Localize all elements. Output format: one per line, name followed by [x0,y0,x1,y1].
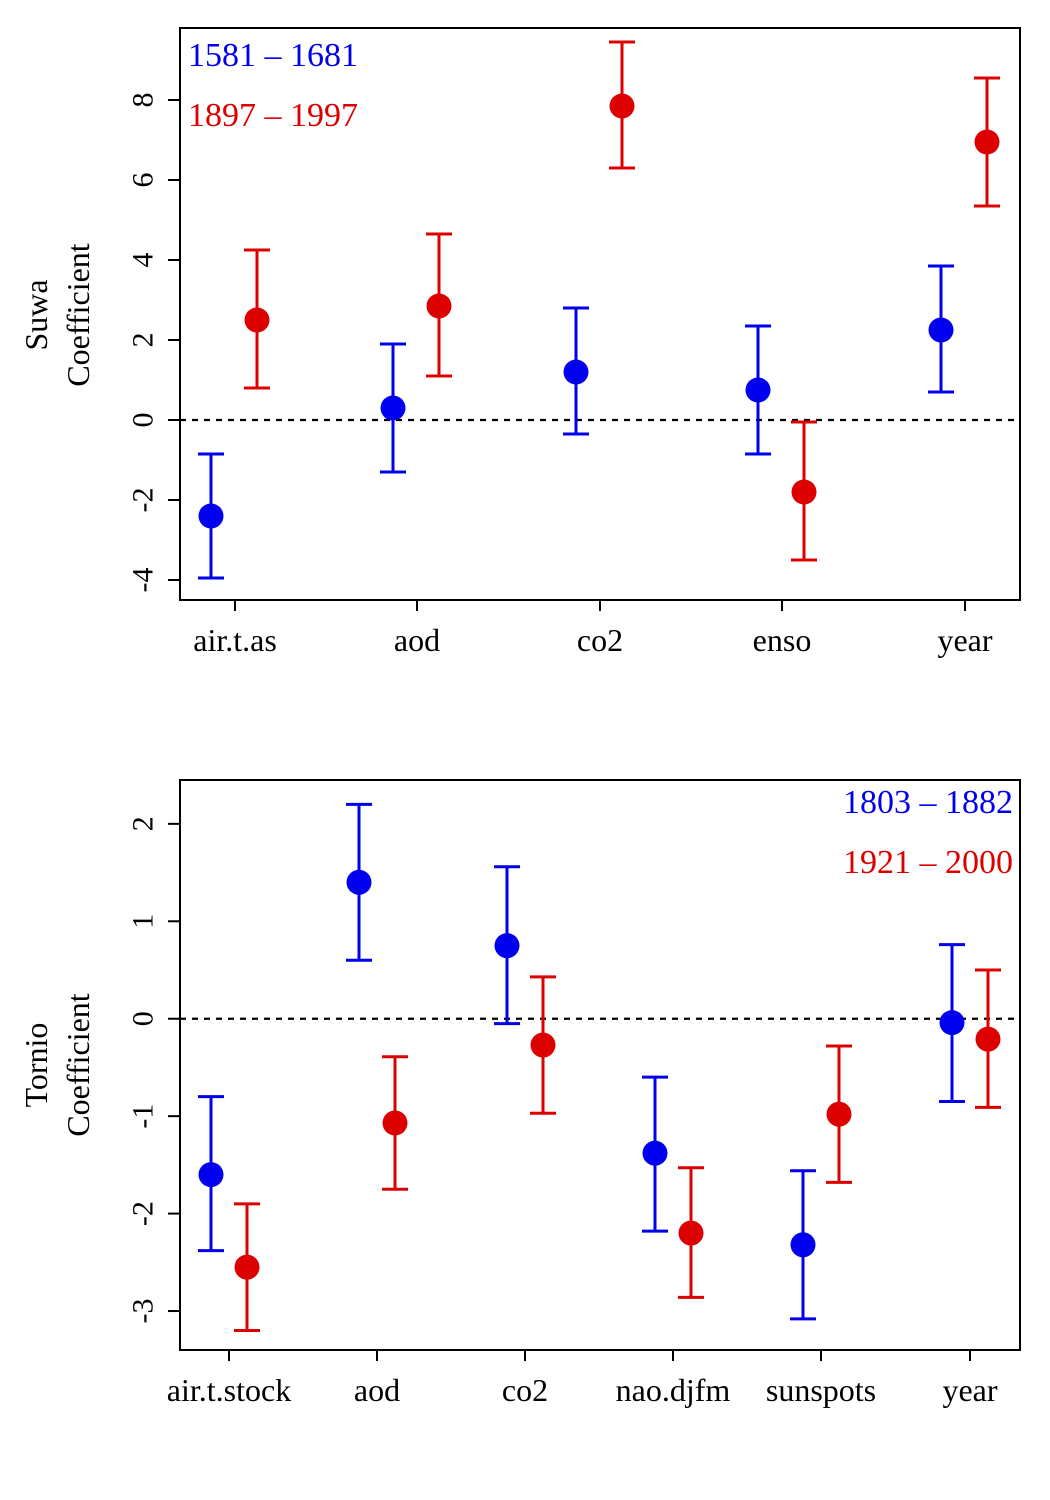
y-tick-label: 0 [127,413,160,428]
data-point [928,317,954,343]
data-point [346,869,372,895]
y-tick-label: -2 [127,1201,160,1226]
y-tick-label: 0 [127,1011,160,1026]
data-point [234,1254,260,1280]
y-tick-label: 4 [127,253,160,268]
legend-entry: 1921 – 2000 [843,844,1013,881]
x-axis: air.t.stock aod co2 nao.djfm sunspots year [167,1350,998,1408]
data-point [790,1232,816,1258]
data-point [609,93,635,119]
x-tick-label: enso [753,622,812,658]
series-2 [234,968,1001,1333]
chart-panel-1: -4 -2 0 2 4 6 8 Suwa Coefficient air.t.as aod co2 en… [18,27,1021,658]
y-tick-label: 2 [127,816,160,831]
legend-entry: 1897 – 1997 [188,97,358,134]
data-point [745,377,771,403]
data-point [382,1110,408,1136]
y-tick-label: -1 [127,1104,160,1129]
x-tick-label: air.t.stock [167,1372,291,1408]
data-point [642,1140,668,1166]
y-tick-label: -4 [127,568,160,593]
y-tick-label: 2 [127,333,160,348]
y-axis-title-line-2: Coefficient [60,993,96,1136]
data-point [494,933,520,959]
y-axis-title-line-2: Coefficient [60,243,96,386]
x-tick-label: sunspots [766,1372,876,1408]
data-point [244,307,270,333]
x-tick-label: co2 [502,1372,548,1408]
y-tick-label: -2 [127,488,160,513]
legend: 1803 – 1882 1921 – 2000 [843,784,1013,881]
y-tick-label: 6 [127,173,160,188]
data-point [678,1220,704,1246]
x-tick-label: nao.djfm [616,1372,731,1408]
legend: 1581 – 1681 1897 – 1997 [188,37,358,134]
data-point [826,1101,852,1127]
data-point [974,129,1000,155]
series-1 [198,264,954,580]
x-tick-label: year [942,1372,997,1408]
x-axis: air.t.as aod co2 enso year [193,600,993,658]
x-tick-label: aod [354,1372,400,1408]
data-point [939,1010,965,1036]
legend-entry: 1803 – 1882 [843,784,1013,821]
data-point [198,1162,224,1188]
data-point [530,1032,556,1058]
chart-panel-2: -3 -2 -1 0 1 2 Tornio Coefficient air.t.stock aod… [18,779,1021,1408]
y-axis-title-line-1: Suwa [18,279,54,350]
y-axis: -3 -2 -1 0 1 2 [127,816,180,1324]
data-point [380,395,406,421]
x-tick-label: air.t.as [193,622,277,658]
y-axis: -4 -2 0 2 4 6 8 [127,93,180,593]
y-axis-title-line-1: Tornio [18,1023,54,1108]
x-tick-label: year [937,622,992,658]
data-point [563,359,589,385]
y-tick-label: -3 [127,1299,160,1324]
plot-frame [179,779,1021,1351]
data-point [975,1026,1001,1052]
x-tick-label: co2 [577,622,623,658]
data-point [198,503,224,529]
y-tick-label: 1 [127,914,160,929]
series-1 [198,802,965,1321]
series-2 [244,40,1000,562]
legend-entry: 1581 – 1681 [188,37,358,74]
data-point [426,293,452,319]
y-tick-label: 8 [127,93,160,108]
data-point [791,479,817,505]
x-tick-label: aod [394,622,440,658]
